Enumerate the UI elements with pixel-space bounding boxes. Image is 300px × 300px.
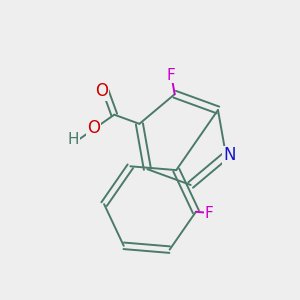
Text: F: F (205, 206, 214, 220)
Text: H: H (68, 132, 79, 147)
Text: F: F (167, 68, 176, 83)
Text: O: O (87, 119, 100, 137)
Text: O: O (95, 82, 108, 100)
Text: N: N (223, 146, 236, 164)
